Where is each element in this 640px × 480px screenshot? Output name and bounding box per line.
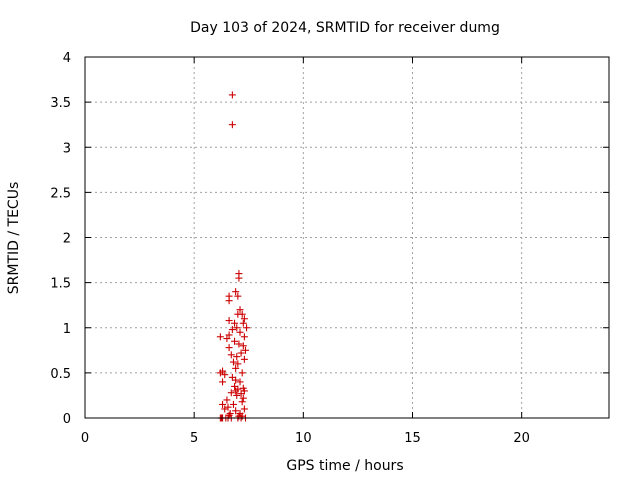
y-tick-label: 2.5: [50, 186, 71, 201]
data-point: [239, 342, 247, 350]
y-tick-label: 3.5: [50, 96, 71, 111]
data-point: [221, 405, 229, 413]
data-point: [228, 121, 236, 129]
data-point: [238, 412, 246, 420]
chart-title: Day 103 of 2024, SRMTID for receiver dum…: [190, 20, 500, 36]
data-point: [231, 337, 239, 345]
data-point: [216, 333, 224, 341]
data-point: [236, 306, 244, 314]
x-tick-label: 15: [404, 431, 421, 446]
data-point: [234, 360, 242, 368]
data-point: [228, 326, 236, 334]
data-point: [232, 364, 240, 372]
y-tick-label: 0: [63, 412, 71, 427]
data-point: [235, 274, 243, 282]
data-point: [225, 331, 233, 339]
data-point: [233, 391, 241, 399]
data-point: [237, 349, 245, 357]
data-point: [234, 292, 242, 300]
y-tick-label: 4: [63, 51, 71, 66]
grid-lines: [85, 57, 609, 418]
data-point: [229, 400, 237, 408]
data-point: [237, 390, 245, 398]
y-tick-label: 1.5: [50, 277, 71, 292]
data-point: [236, 378, 244, 386]
data-point: [232, 407, 240, 415]
data-point: [240, 315, 248, 323]
x-tick-label: 0: [81, 431, 89, 446]
x-tick-label: 5: [190, 431, 198, 446]
data-point: [233, 353, 241, 361]
data-point: [238, 369, 246, 377]
y-tick-label: 2: [63, 232, 71, 247]
y-axis-ticks: 0 0.5 1 1.5 2 2.5 3 3.5 4: [50, 51, 609, 427]
data-point: [232, 288, 240, 296]
data-point: [223, 396, 231, 404]
x-tick-label: 10: [295, 431, 312, 446]
data-point: [238, 398, 246, 406]
x-axis-ticks: 0 5 10 15 20: [81, 57, 530, 446]
data-point: [236, 328, 244, 336]
data-point: [235, 340, 243, 348]
data-point: [239, 394, 247, 402]
data-point: [225, 297, 233, 305]
data-point: [232, 376, 240, 384]
y-tick-label: 3: [63, 141, 71, 156]
data-point: [225, 344, 233, 352]
data-point: [239, 319, 247, 327]
data-point: [231, 319, 239, 327]
data-point: [241, 346, 249, 354]
data-point: [243, 324, 251, 332]
data-point: [227, 389, 235, 397]
y-axis-label: SRMTID / TECUs: [6, 182, 22, 295]
data-point: [223, 335, 231, 343]
y-tick-label: 0.5: [50, 367, 71, 382]
data-point: [240, 333, 248, 341]
data-point: [234, 310, 242, 318]
data-points: [216, 91, 251, 422]
data-point: [221, 371, 229, 379]
y-tick-label: 1: [63, 322, 71, 337]
x-axis-label: GPS time / hours: [286, 458, 403, 474]
data-point: [240, 405, 248, 413]
data-point: [216, 369, 224, 377]
x-tick-label: 20: [513, 431, 530, 446]
data-point: [233, 324, 241, 332]
data-point: [219, 400, 227, 408]
data-point: [232, 387, 240, 395]
data-point: [225, 317, 233, 325]
data-point: [229, 358, 237, 366]
data-point: [240, 355, 248, 363]
data-point: [227, 351, 235, 359]
data-point: [219, 378, 227, 386]
data-point: [228, 91, 236, 99]
